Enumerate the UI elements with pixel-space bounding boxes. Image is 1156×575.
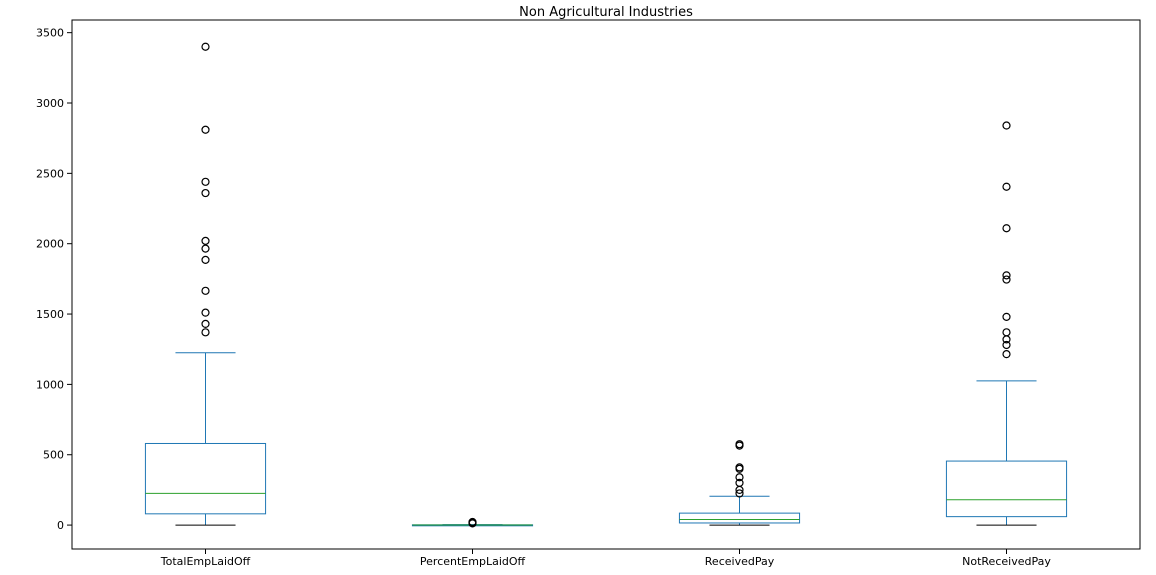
box-group-NotReceivedPay [945, 121, 1068, 526]
outlier-point [1002, 121, 1011, 130]
y-tick-label: 500 [43, 449, 64, 462]
outlier-point [1002, 275, 1011, 284]
outlier-point [1002, 182, 1011, 191]
outlier-point [201, 328, 210, 337]
outlier-point [1002, 350, 1011, 359]
outlier-point [1002, 328, 1011, 337]
outlier-point [201, 42, 210, 51]
outlier-point [735, 463, 744, 472]
y-axis: 0 500 1000 1500 2000 2500 3000 3500 [36, 27, 72, 532]
y-tick-label: 1500 [36, 308, 64, 321]
box-iqr [945, 460, 1068, 518]
outlier-point [201, 255, 210, 264]
x-tick-label: ReceivedPay [705, 555, 775, 568]
outlier-point [468, 517, 477, 527]
outlier-point [735, 478, 744, 487]
outlier-point [1002, 224, 1011, 233]
y-tick-label: 2000 [36, 238, 64, 251]
outlier-point [735, 440, 744, 449]
x-tick-label: PercentEmpLaidOff [420, 555, 526, 568]
outlier-point [1002, 312, 1011, 321]
outlier-point [735, 489, 744, 498]
outlier-point [201, 319, 210, 328]
box-iqr [144, 442, 267, 515]
outlier-point [201, 236, 210, 245]
outlier-point [201, 244, 210, 253]
box-series [144, 42, 1068, 528]
outlier-point [201, 188, 210, 198]
y-tick-label: 3000 [36, 97, 64, 110]
outlier-point [735, 473, 744, 482]
y-tick-label: 1000 [36, 378, 64, 391]
chart-title: Non Agricultural Industries [519, 5, 693, 20]
outlier-point [201, 286, 210, 295]
outlier-point [201, 177, 210, 186]
box-iqr [678, 512, 801, 524]
x-axis: TotalEmpLaidOff PercentEmpLaidOff Received… [160, 549, 1051, 568]
outlier-point [1002, 340, 1011, 350]
box-group-PercentEmpLaidOff [411, 517, 534, 528]
outlier-point [1002, 271, 1011, 280]
x-tick-label: NotReceivedPay [962, 555, 1051, 568]
plot-area-frame [71, 19, 1141, 550]
box-group-ReceivedPay [678, 440, 801, 526]
y-tick-label: 2500 [36, 167, 64, 180]
x-tick-label: TotalEmpLaidOff [160, 555, 251, 568]
outlier-point [201, 308, 210, 317]
outlier-point [201, 125, 210, 134]
box-group-TotalEmpLaidOff [144, 42, 267, 526]
y-tick-label: 0 [57, 519, 64, 532]
y-tick-label: 3500 [36, 27, 64, 40]
